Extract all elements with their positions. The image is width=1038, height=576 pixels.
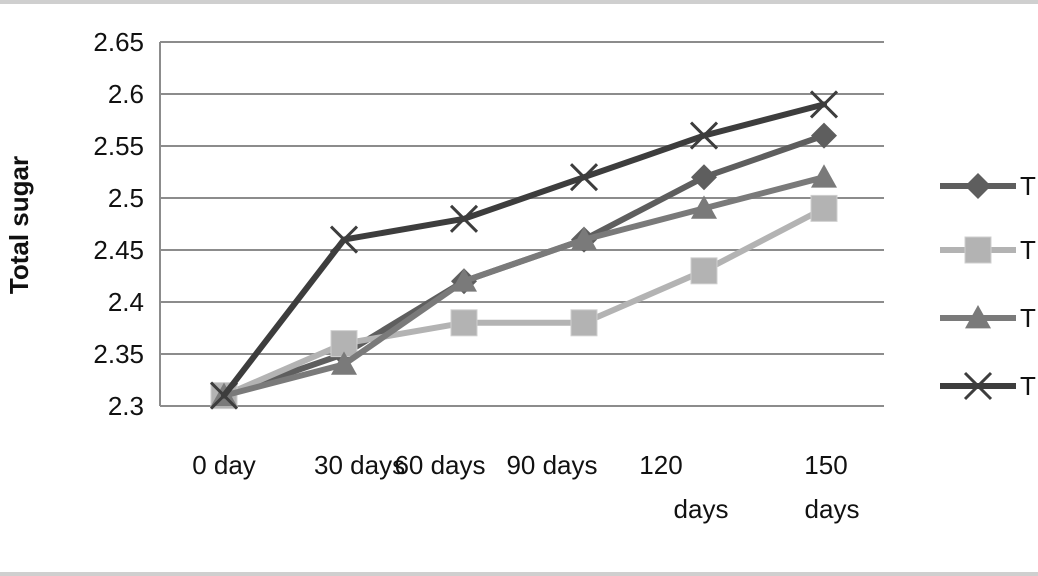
series-1	[211, 122, 837, 409]
data-point	[691, 164, 717, 191]
data-point	[689, 121, 719, 150]
data-point	[329, 225, 359, 254]
data-point-stroke	[569, 163, 599, 192]
x-tick-label: 30 days	[314, 450, 405, 480]
data-point	[965, 173, 991, 199]
data-point-stroke	[963, 371, 993, 401]
data-point-stroke	[809, 90, 839, 119]
legend-item: T	[940, 171, 1036, 201]
data-point-stroke	[449, 204, 479, 233]
data-point	[811, 122, 837, 149]
y-tick-label: 2.55	[93, 131, 144, 161]
data-point	[570, 309, 598, 337]
data-point	[449, 204, 479, 233]
data-point	[691, 195, 717, 219]
top-border	[0, 0, 1038, 4]
legend-item: T	[940, 371, 1036, 401]
data-point	[450, 309, 478, 337]
data-point-stroke	[689, 121, 719, 150]
data-point	[331, 351, 357, 375]
y-tick-label: 2.35	[93, 339, 144, 369]
data-point	[690, 257, 718, 285]
series-line	[221, 174, 827, 399]
y-tick-label: 2.5	[108, 183, 144, 213]
data-point-stroke	[209, 381, 239, 410]
x-tick-label: 90 days	[506, 450, 597, 480]
y-tick-label: 2.65	[93, 27, 144, 57]
data-point	[965, 305, 991, 329]
y-axis-label: Total sugar	[4, 156, 34, 294]
legend-item: T	[940, 303, 1036, 333]
series-line	[221, 205, 827, 399]
x-tick-label: 150 days	[804, 450, 859, 524]
data-point	[810, 194, 838, 222]
y-tick-label: 2.6	[108, 79, 144, 109]
x-tick-label: 60 days	[394, 450, 485, 480]
data-point	[569, 163, 599, 192]
x-tick-label: 0 day	[192, 450, 256, 480]
legend-item: T	[940, 235, 1036, 265]
y-tick-label: 2.4	[108, 287, 144, 317]
data-point	[811, 164, 837, 188]
legend-label: T	[1020, 371, 1036, 401]
bottom-border	[0, 572, 1038, 576]
legend-label: T	[1020, 303, 1036, 333]
data-point	[809, 90, 839, 119]
data-point	[964, 236, 992, 264]
data-point	[571, 226, 597, 250]
y-tick-label: 2.45	[93, 235, 144, 265]
data-point	[451, 268, 477, 292]
legend-label: T	[1020, 171, 1036, 201]
series-line	[221, 101, 827, 399]
series-4	[209, 90, 839, 410]
y-axis-ticks: 2.3 2.35 2.4 2.45 2.5 2.55 2.6 2.65	[93, 27, 144, 421]
data-point-stroke	[329, 225, 359, 254]
legend-label: T	[1020, 235, 1036, 265]
data-point	[963, 371, 993, 401]
data-point	[209, 381, 239, 410]
legend: T T T T	[940, 171, 1036, 401]
series-lines	[209, 90, 839, 410]
gridlines	[159, 41, 884, 407]
x-tick-label: 120 days	[639, 450, 728, 524]
y-tick-label: 2.3	[108, 391, 144, 421]
